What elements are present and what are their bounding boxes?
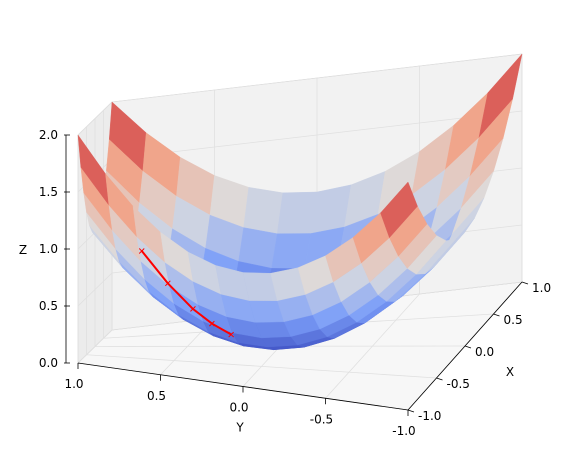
trajectory-layer: [138, 248, 235, 338]
grid-line: [77, 272, 113, 307]
grid-line: [111, 53, 523, 103]
y-tick-label: -1.0: [392, 424, 415, 438]
y-axis-title: Y: [235, 421, 244, 435]
x-tick-label: 0.5: [504, 313, 523, 327]
x-tick-label: -0.5: [447, 377, 470, 391]
z-tick-label: 0.5: [39, 299, 58, 313]
z-tick-label: 2.0: [39, 128, 58, 142]
surface-facet: [276, 191, 318, 234]
x-tick-label: -1.0: [418, 409, 441, 423]
grid-line: [111, 110, 523, 160]
z-tick-label: 1.5: [39, 185, 58, 199]
trajectory-point: [164, 280, 171, 287]
surface-facet: [380, 181, 418, 239]
z-tick-label: 0.0: [39, 356, 58, 370]
surface-mesh: [77, 53, 523, 351]
y-tick-label: -0.5: [310, 412, 333, 426]
axis-titles: X Y Z: [19, 243, 514, 435]
z-tick-label: 1.0: [39, 242, 58, 256]
surface-facet: [238, 227, 278, 269]
surface-facet: [271, 233, 312, 269]
x-tick-label: 1.0: [532, 281, 551, 295]
x-tick-mark: [464, 345, 472, 349]
y-tick-label: 1.0: [64, 377, 83, 391]
x-tick-label: 0.0: [475, 345, 494, 359]
trajectory-point: [228, 331, 235, 338]
x-tick-mark: [521, 281, 529, 285]
x-axis-title: X: [506, 365, 514, 379]
grid-line: [77, 101, 113, 136]
trajectory-point: [138, 248, 145, 254]
trajectory-point: [190, 306, 196, 312]
y-tick-label: 0.5: [147, 389, 166, 403]
x-tick-mark: [436, 377, 443, 381]
z-axis-title: Z: [19, 243, 27, 257]
tick-labels: -1.0 -0.5 0.0 0.5 1.0 1.0 0.5 0.0 -0.5 -1.0 0.0 0.5…: [39, 128, 551, 438]
y-tick-label: 0.0: [229, 401, 248, 415]
surface-facet: [243, 187, 284, 234]
grid-line: [77, 329, 113, 364]
x-tick-mark: [407, 409, 415, 413]
x-tick-mark: [493, 313, 500, 317]
trajectory-point: [209, 320, 215, 327]
